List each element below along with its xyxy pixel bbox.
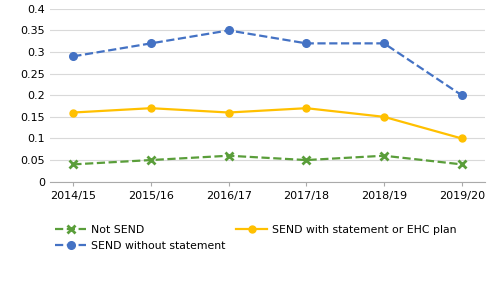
Legend: Not SEND, SEND without statement, SEND with statement or EHC plan: Not SEND, SEND without statement, SEND w… [56,225,456,251]
